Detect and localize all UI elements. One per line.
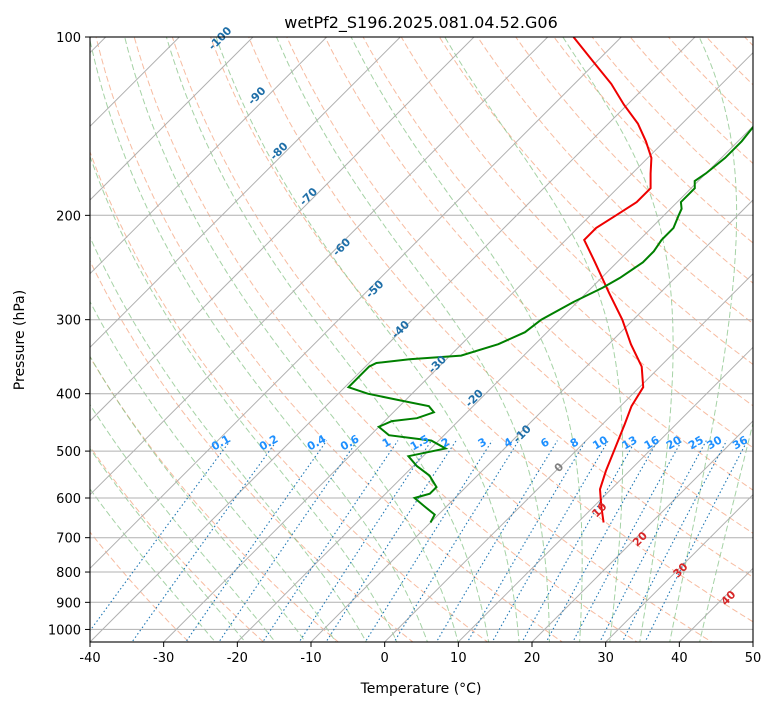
x-tick-label: 20 [524,651,541,666]
dry-adiabat [324,37,753,491]
mixing-ratio-line [466,440,587,642]
x-tick-label: -10 [300,651,321,666]
y-tick-label: 600 [56,492,81,507]
moist-adiabat [90,403,276,642]
mixing-ratio-line [262,440,399,642]
moist-adiabat [90,235,367,642]
isotherm-line [90,37,401,349]
dry-adiabat [286,37,753,534]
mixing-ratio-line [435,440,558,642]
mixing-ratio-line [325,440,457,642]
mixing-ratio-line [599,440,707,642]
mixing-ratio-line [298,440,432,642]
isotherm-line [90,37,475,422]
dry-adiabat [90,445,265,642]
x-tick-label: 50 [745,651,762,666]
isotherm-line [90,37,696,642]
y-tick-label: 100 [56,31,81,46]
isotherm-line [457,346,753,642]
mixing-ratio-line [491,440,609,642]
dry-adiabat [133,37,638,642]
isotherm-line [90,37,328,275]
chart-title: wetPf2_S196.2025.081.04.52.G06 [284,13,558,33]
y-tick-label: 700 [56,532,81,547]
y-tick-label: 500 [56,445,81,460]
mixing-ratio-line [131,440,278,642]
plot-frame [89,36,754,643]
temperature-profile [572,37,653,523]
moist-adiabat [90,154,398,642]
mixing-ratio-line [621,440,728,642]
isotherm-line [605,493,753,642]
isotherm-line [531,420,753,642]
dry-adiabat [95,37,564,642]
moist-adiabat [90,447,246,642]
x-tick-label: 40 [671,651,688,666]
y-tick-label: 200 [56,209,81,224]
moist-adiabat [350,37,583,642]
y-axis-title: Pressure (hPa) [12,290,28,390]
mixing-ratio-line [364,440,493,642]
isotherm-line [90,37,549,496]
mixing-ratio-line [572,440,683,642]
dry-adiabat [362,37,753,449]
x-axis-title: Temperature (°C) [360,681,482,697]
isotherm-line [310,199,753,642]
dry-adiabat [90,259,414,642]
y-tick-label: 400 [56,388,81,403]
isotherm-line [90,37,254,201]
moist-adiabat [562,37,674,642]
isotherm-line [163,51,753,642]
moist-adiabat [90,488,216,642]
dry-adiabat [477,37,753,325]
moist-adiabat [669,37,738,642]
dry-adiabat [171,37,713,642]
x-tick-label: 10 [450,651,467,666]
y-tick-label: 300 [56,314,81,329]
x-tick-label: -40 [79,651,100,666]
isotherm-line [90,37,622,570]
x-tick-label: -20 [227,651,248,666]
x-tick-label: -30 [153,651,174,666]
isotherm-line [384,272,753,642]
dewpoint-profile [346,125,753,523]
moist-adiabat [275,37,550,642]
y-tick-label: 800 [56,566,81,581]
x-tick-label: 0 [381,651,389,666]
dry-adiabat [438,37,753,366]
moist-adiabat [165,37,490,642]
moist-adiabat [124,37,459,642]
dry-adiabat [90,356,340,642]
y-tick-label: 1000 [48,623,81,638]
x-tick-label: 30 [597,651,614,666]
mixing-ratio-line [521,440,637,642]
dry-adiabat [248,37,753,578]
mixing-ratio-line [644,440,748,642]
mixing-ratio-line [545,440,659,642]
dry-adiabat [209,37,753,623]
y-tick-label: 900 [56,596,81,611]
moist-adiabat [90,355,307,642]
isotherm-line [236,125,753,642]
moist-adiabat [444,37,624,642]
